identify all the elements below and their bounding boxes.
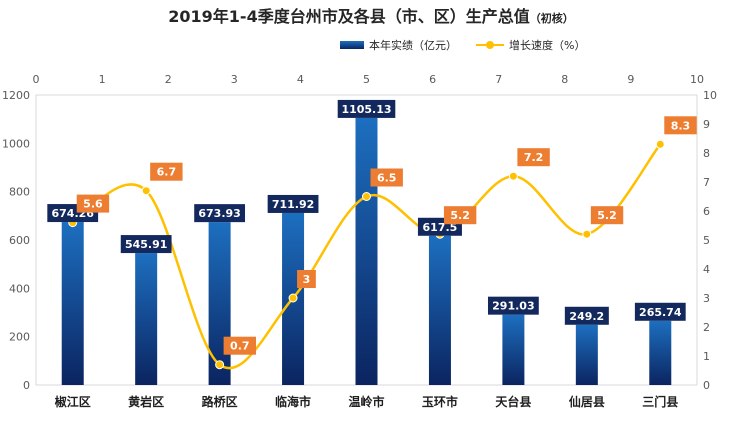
line-value-label: 7.2: [524, 151, 544, 164]
y-left-tick-label: 400: [9, 282, 30, 295]
legend-bar-label: 本年实绩（亿元）: [369, 38, 457, 52]
line-value-label: 5.2: [597, 209, 617, 222]
bar: [502, 314, 525, 385]
x-category-label: 温岭市: [348, 394, 384, 409]
x-category-label: 黄岩区: [128, 394, 164, 409]
line-label-box: [223, 336, 257, 355]
bar: [428, 235, 451, 385]
bar: [61, 222, 84, 385]
x-top-tick-label: 2: [165, 73, 172, 86]
bar-value-label: 249.2: [569, 310, 604, 323]
bar-label-box: [634, 302, 686, 321]
chart-title: 2019年1-4季度台州市及各县（市、区）生产总值（初核）: [168, 7, 573, 26]
legend-line-label: 增长速度（%）: [509, 38, 585, 52]
line-point-marker: [141, 186, 151, 196]
bar-label-box: [267, 194, 319, 213]
bar-value-label: 711.92: [272, 198, 314, 211]
y-left-tick-label: 200: [9, 331, 30, 344]
bar: [135, 253, 158, 385]
y-left-tick-label: 800: [9, 186, 30, 199]
x-category-label: 临海市: [275, 394, 311, 409]
x-top-tick-label: 4: [297, 73, 304, 86]
line-label-box: [150, 162, 183, 181]
x-category-label: 仙居县: [569, 394, 605, 409]
line-value-label: 5.6: [83, 198, 103, 211]
y-right-tick-label: 3: [703, 292, 710, 305]
line-value-label: 6.5: [377, 172, 397, 185]
x-top-tick-label: 5: [363, 73, 370, 86]
bar: [649, 320, 672, 385]
bar-label-box: [337, 99, 396, 118]
data-labels: 674.26545.91673.93711.921105.13617.5291.…: [47, 99, 697, 355]
bar-label-box: [487, 296, 539, 315]
line-point-marker: [362, 192, 371, 201]
line-point-marker: [582, 229, 592, 239]
bar-value-label: 1105.13: [341, 103, 391, 116]
y-right-tick-label: 8: [703, 147, 710, 160]
x-top-tick-label: 9: [627, 73, 634, 86]
bar-value-label: 265.74: [639, 306, 682, 319]
x-category-label: 玉环市: [422, 394, 458, 409]
x-top-tick-label: 8: [561, 73, 568, 86]
chart-title-note: （初核）: [530, 11, 574, 25]
line-point-marker: [655, 139, 665, 149]
line-value-label: 5.2: [450, 209, 470, 222]
y-left-tick-label: 0: [23, 379, 30, 392]
bar-label-box: [564, 306, 609, 325]
x-category-label: 路桥区: [202, 394, 238, 409]
line-value-label: 8.3: [671, 119, 691, 132]
y-right-tick-label: 10: [703, 89, 717, 102]
y-left-tick-label: 1000: [2, 137, 30, 150]
line-label-box: [590, 206, 624, 225]
y-right-tick-label: 2: [703, 321, 710, 334]
line-value-label: 0.7: [230, 340, 250, 353]
legend-bar-swatch: [340, 41, 364, 49]
line-value-label: 6.7: [157, 166, 177, 179]
legend-line-marker: [486, 41, 494, 49]
y-right-tick-label: 0: [703, 379, 710, 392]
x-top-tick-label: 10: [690, 73, 704, 86]
line-point-marker: [215, 360, 225, 370]
x-top-tick-label: 3: [231, 73, 238, 86]
line-point-marker: [508, 171, 518, 181]
legend: 本年实绩（亿元） 增长速度（%）: [340, 38, 585, 52]
y-right-tick-label: 4: [703, 263, 710, 276]
line-point-marker: [288, 293, 298, 303]
x-top-tick-label: 6: [429, 73, 436, 86]
line-label-box: [664, 116, 697, 135]
line-label-box: [76, 194, 110, 213]
y-left-tick-label: 600: [9, 234, 30, 247]
chart-title-main: 2019年1-4季度台州市及各县（市、区）生产总值: [168, 7, 529, 26]
bar: [355, 117, 378, 386]
y-left-tick-label: 1200: [2, 89, 30, 102]
x-top-tick-label: 7: [495, 73, 502, 86]
bar-label-box: [194, 204, 246, 223]
bar-label-box: [120, 235, 172, 254]
line-value-label: 3: [303, 273, 311, 286]
x-category-label: 天台县: [495, 394, 531, 409]
bar-value-label: 545.91: [125, 238, 167, 251]
line-label-box: [517, 148, 550, 167]
x-top-tick-label: 0: [33, 73, 40, 86]
y-right-tick-label: 5: [703, 234, 710, 247]
bar: [575, 324, 598, 385]
y-right-tick-label: 1: [703, 350, 710, 363]
y-right-tick-label: 9: [703, 118, 710, 131]
line-label-box: [297, 270, 316, 288]
x-top-tick-label: 1: [99, 73, 106, 86]
bar-value-label: 673.93: [198, 207, 240, 220]
y-right-tick-label: 6: [703, 205, 710, 218]
x-category-label: 椒江区: [55, 394, 91, 409]
line-label-box: [370, 168, 403, 187]
bar-value-label: 291.03: [492, 300, 534, 313]
line-label-box: [443, 206, 477, 225]
x-category-label: 三门县: [642, 394, 678, 409]
y-right-tick-label: 7: [703, 176, 710, 189]
